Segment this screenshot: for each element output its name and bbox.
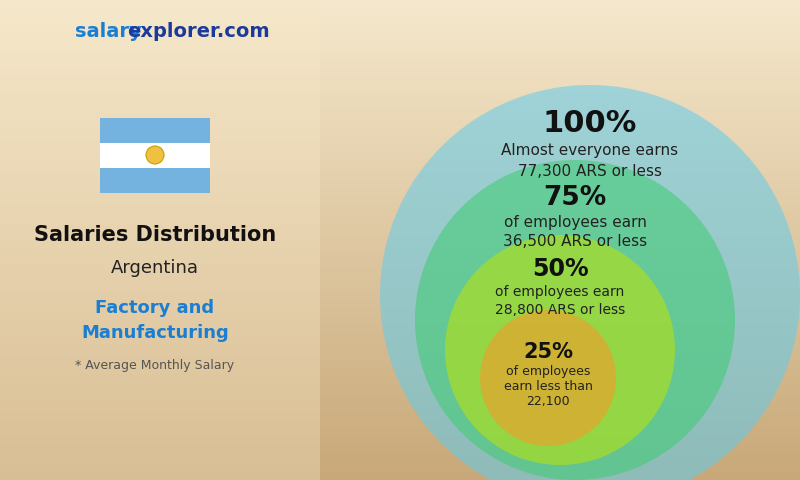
Text: 100%: 100% bbox=[543, 108, 637, 137]
Circle shape bbox=[480, 310, 616, 446]
Text: 28,800 ARS or less: 28,800 ARS or less bbox=[495, 303, 625, 317]
FancyBboxPatch shape bbox=[0, 0, 320, 480]
FancyBboxPatch shape bbox=[100, 143, 210, 168]
Text: * Average Monthly Salary: * Average Monthly Salary bbox=[75, 359, 234, 372]
Text: 50%: 50% bbox=[532, 257, 588, 281]
Text: earn less than: earn less than bbox=[503, 381, 593, 394]
Text: Almost everyone earns: Almost everyone earns bbox=[502, 144, 678, 158]
Text: of employees earn: of employees earn bbox=[503, 216, 646, 230]
Text: salary: salary bbox=[75, 22, 142, 41]
Circle shape bbox=[380, 85, 800, 480]
Text: of employees: of employees bbox=[506, 365, 590, 379]
FancyBboxPatch shape bbox=[100, 118, 210, 143]
Text: Argentina: Argentina bbox=[111, 259, 199, 277]
Text: 25%: 25% bbox=[523, 342, 573, 362]
Text: of employees earn: of employees earn bbox=[495, 285, 625, 299]
Text: Factory and: Factory and bbox=[95, 299, 214, 317]
FancyBboxPatch shape bbox=[100, 168, 210, 192]
Text: 75%: 75% bbox=[543, 185, 606, 211]
Text: explorer.com: explorer.com bbox=[127, 22, 270, 41]
Text: Manufacturing: Manufacturing bbox=[81, 324, 229, 342]
Circle shape bbox=[146, 146, 164, 164]
Text: 22,100: 22,100 bbox=[526, 396, 570, 408]
Circle shape bbox=[445, 235, 675, 465]
Circle shape bbox=[415, 160, 735, 480]
Text: 77,300 ARS or less: 77,300 ARS or less bbox=[518, 164, 662, 179]
Text: 36,500 ARS or less: 36,500 ARS or less bbox=[503, 235, 647, 250]
Text: Salaries Distribution: Salaries Distribution bbox=[34, 225, 276, 245]
